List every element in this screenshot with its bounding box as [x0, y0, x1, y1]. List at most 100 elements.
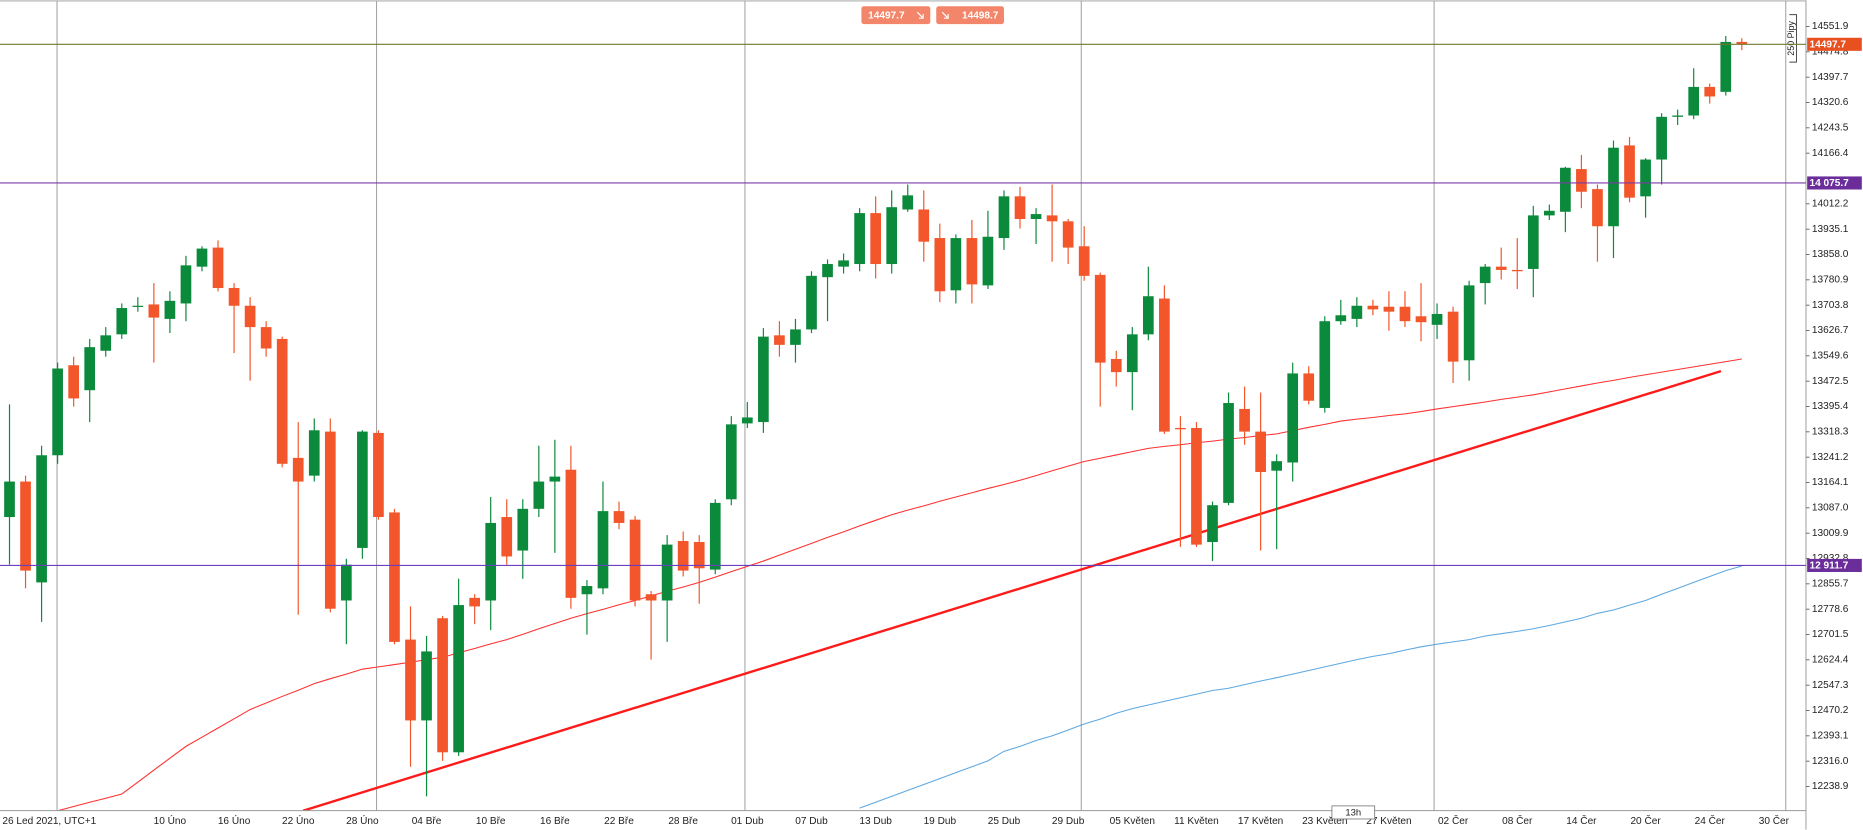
bid-badge[interactable] — [861, 6, 931, 25]
candle-body — [453, 605, 464, 753]
x-tick-label: 28 Bře — [668, 816, 698, 827]
candle-body — [357, 431, 368, 548]
candle-body — [148, 304, 160, 318]
candle-body — [292, 457, 304, 482]
x-tick-label: 14 Čer — [1566, 814, 1597, 827]
y-tick-label: 14012.2 — [1812, 199, 1849, 210]
candle-body — [260, 327, 272, 349]
candle-body — [244, 305, 256, 328]
y-tick-label: 13858.0 — [1812, 249, 1849, 260]
moving-average-line — [859, 565, 1742, 809]
y-tick-label: 13935.1 — [1812, 224, 1849, 235]
candle-body — [1110, 358, 1122, 373]
candle-body — [1207, 505, 1218, 543]
price-level-label: 12 911.7 — [1810, 561, 1849, 572]
x-tick-label: 08 Čer — [1502, 814, 1533, 827]
y-tick-label: 13164.1 — [1812, 477, 1849, 488]
candle-body — [1159, 298, 1170, 432]
x-tick-label: 16 Úno — [218, 814, 251, 827]
x-tick-label: 13 Dub — [859, 816, 892, 827]
y-tick-label: 13780.9 — [1812, 275, 1849, 286]
candle-body — [982, 236, 994, 286]
y-tick-label: 14243.5 — [1812, 123, 1849, 134]
candle-body — [437, 618, 448, 753]
x-tick-label: 10 Bře — [476, 816, 506, 827]
candle-body — [1608, 147, 1619, 227]
candle-body — [1142, 296, 1154, 335]
y-tick-label: 14474.8 — [1812, 47, 1849, 58]
candle-body — [1527, 215, 1539, 269]
candle-body — [1175, 427, 1186, 430]
candle-body — [1543, 210, 1555, 216]
price-level-badge — [1807, 176, 1862, 190]
x-tick-label: 24 Čer — [1695, 814, 1726, 827]
candle-body — [565, 469, 577, 598]
x-tick-label: 19 Dub — [924, 816, 957, 827]
ask-price: 14498.7 — [962, 10, 999, 21]
x-tick-label: 28 Úno — [346, 814, 379, 827]
x-tick-label: 10 Úno — [154, 814, 187, 827]
candle-body — [340, 564, 352, 601]
candle-body — [100, 335, 112, 351]
candle-body — [373, 432, 384, 518]
candle-body — [774, 335, 785, 345]
candle-body — [1062, 221, 1074, 248]
candle-body — [886, 207, 898, 265]
ask-badge[interactable] — [936, 6, 1004, 25]
candle-body — [806, 275, 817, 330]
y-tick-label: 12470.2 — [1812, 705, 1849, 716]
candle-body — [902, 195, 914, 210]
plot-area — [4, 0, 1748, 811]
candle-body — [581, 586, 593, 595]
y-tick-label: 13703.8 — [1812, 300, 1849, 311]
pip-scale-label: 250 Pipy — [1786, 20, 1796, 55]
candle-body — [1431, 313, 1443, 325]
candle-body — [1303, 373, 1315, 401]
x-tick-label: 16 Bře — [540, 816, 570, 827]
y-tick-label: 12316.0 — [1812, 756, 1849, 767]
candle-body — [36, 455, 47, 583]
trendline — [302, 370, 1722, 811]
y-tick-label: 12701.5 — [1812, 629, 1849, 640]
candle-body — [276, 338, 288, 464]
y-tick-label: 13472.5 — [1812, 376, 1849, 387]
candle-body — [549, 476, 561, 482]
candle-body — [469, 597, 481, 607]
x-tick-label: 07 Dub — [795, 816, 828, 827]
candle-body — [421, 651, 432, 721]
candle-body — [228, 288, 240, 306]
x-tick-label: 27 Květen — [1366, 816, 1411, 827]
candle-body — [1271, 461, 1283, 471]
x-tick-label: 02 Čer — [1438, 814, 1469, 827]
candle-body — [1656, 116, 1667, 160]
x-tick-label: 25 Dub — [988, 816, 1021, 827]
y-tick-label: 13549.6 — [1812, 351, 1849, 362]
candle-body — [308, 430, 320, 476]
y-tick-label: 12547.3 — [1812, 680, 1849, 691]
candle-body — [822, 264, 833, 278]
candle-body — [1415, 316, 1427, 323]
bid-arrow-icon — [916, 11, 924, 19]
price-level-label: 14 075.7 — [1810, 178, 1850, 189]
candle-body — [517, 508, 529, 551]
candle-body — [196, 248, 208, 267]
candle-body — [998, 196, 1010, 239]
candle-body — [1576, 169, 1587, 192]
candle-body — [1223, 403, 1234, 503]
x-tick-label: 22 Úno — [282, 814, 315, 827]
candle-body — [1624, 145, 1635, 198]
candle-body — [693, 542, 705, 569]
zoom-marker[interactable] — [1331, 805, 1376, 820]
candle-body — [164, 300, 176, 319]
y-tick-label: 13009.9 — [1812, 528, 1849, 539]
x-tick-label: 22 Bře — [604, 816, 634, 827]
candle-body — [533, 481, 545, 509]
candle-body — [20, 481, 31, 571]
y-tick-label: 12393.1 — [1812, 731, 1849, 742]
candle-body — [1704, 86, 1716, 97]
candle-body — [1239, 408, 1250, 432]
candle-body — [1736, 41, 1748, 45]
x-tick-label: 29 Dub — [1052, 816, 1085, 827]
